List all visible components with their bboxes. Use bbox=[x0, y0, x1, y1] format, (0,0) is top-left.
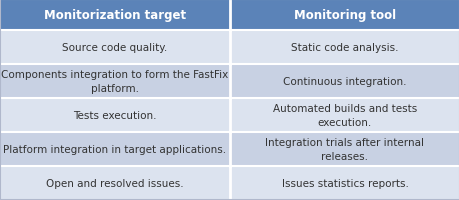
Text: Continuous integration.: Continuous integration. bbox=[283, 77, 406, 87]
Bar bbox=[230, 65, 459, 99]
Bar bbox=[0, 99, 230, 132]
Text: Platform integration in target applications.: Platform integration in target applicati… bbox=[3, 144, 226, 154]
Bar bbox=[0, 31, 230, 65]
Bar bbox=[230, 99, 459, 132]
Text: Monitorization target: Monitorization target bbox=[44, 9, 185, 22]
Bar bbox=[230, 31, 459, 65]
Text: Source code quality.: Source code quality. bbox=[62, 43, 167, 53]
Bar bbox=[230, 132, 459, 166]
Text: Integration trials after internal
releases.: Integration trials after internal releas… bbox=[265, 137, 424, 161]
Bar bbox=[0, 166, 230, 200]
Text: Tests execution.: Tests execution. bbox=[73, 111, 157, 120]
Bar bbox=[0, 132, 230, 166]
Text: Static code analysis.: Static code analysis. bbox=[291, 43, 398, 53]
Text: Automated builds and tests
execution.: Automated builds and tests execution. bbox=[272, 104, 416, 127]
Text: Components integration to form the FastFix
platform.: Components integration to form the FastF… bbox=[1, 70, 228, 94]
Bar bbox=[230, 166, 459, 200]
Bar bbox=[0, 0, 230, 31]
Text: Monitoring tool: Monitoring tool bbox=[293, 9, 395, 22]
Bar bbox=[0, 65, 230, 99]
Text: Open and resolved issues.: Open and resolved issues. bbox=[46, 178, 184, 188]
Text: Issues statistics reports.: Issues statistics reports. bbox=[281, 178, 408, 188]
Bar bbox=[230, 0, 459, 31]
